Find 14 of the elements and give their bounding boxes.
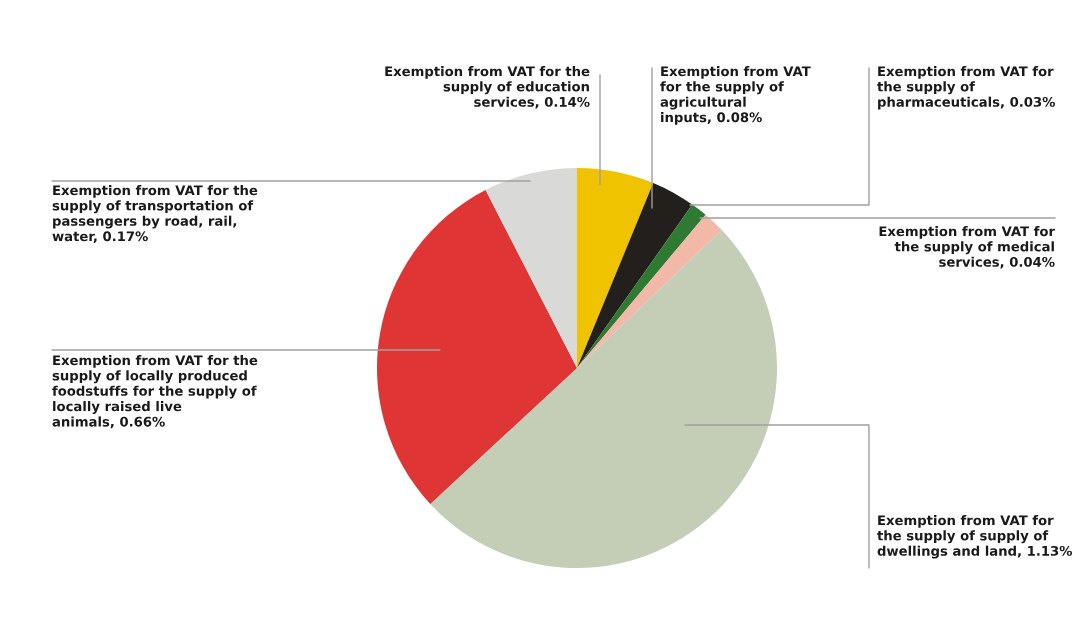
slice-label: Exemption from VAT for the supply of supply of dwellings and land, 1.13% <box>877 515 1072 559</box>
slice-label: Exemption from VAT for the supply of pharmaceuticals, 0.03% <box>877 66 1055 110</box>
slice-label: Exemption from VAT for the supply of agricultural inputs, 0.08% <box>660 66 811 125</box>
pie-slice <box>577 168 654 368</box>
pie-slice <box>577 214 722 368</box>
slice-label: Exemption from VAT for the supply of medical services, 0.04% <box>879 226 1055 269</box>
pie-slice <box>577 204 706 368</box>
pie-slice <box>377 190 577 504</box>
slice-label: Exemption from VAT for the supply of education services, 0.14% <box>385 66 590 109</box>
pie-slice <box>577 183 693 368</box>
slice-label: Exemption from VAT for the supply of transportation of passengers by road, rail, water, 0.17% <box>52 185 258 243</box>
pie-slice <box>430 230 777 568</box>
slice-label: Exemption from VAT for the supply of locally produced foodstuffs for the supply of locally raised live animals, 0.66% <box>52 355 258 429</box>
pie-slice <box>485 168 577 368</box>
